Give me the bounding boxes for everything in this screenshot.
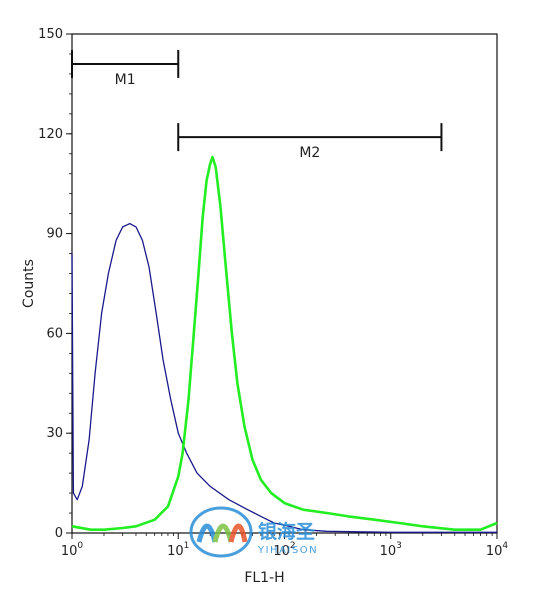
y-tick-label: 30 xyxy=(46,426,63,441)
y-tick-label: 60 xyxy=(46,326,63,341)
x-tick-label: 104 xyxy=(486,541,509,559)
y-tick-label: 120 xyxy=(38,127,63,142)
y-axis-title: Counts xyxy=(21,259,37,308)
y-tick-label: 150 xyxy=(38,27,63,42)
marker-m1: M1 xyxy=(71,49,180,88)
logo-wave-green xyxy=(212,523,234,543)
logo-wave-red xyxy=(228,523,248,543)
logo-ring xyxy=(189,506,253,558)
histogram-series-2 xyxy=(71,155,498,531)
y-tick-label: 0 xyxy=(55,526,63,541)
logo-text-en: YIHAISON xyxy=(257,545,318,556)
histogram-series-1 xyxy=(71,222,497,533)
x-tick-label: 101 xyxy=(167,541,189,559)
logo-text-cn: 银海圣 xyxy=(258,520,316,543)
y-tick-label: 90 xyxy=(46,227,63,242)
marker-m2: M2 xyxy=(177,123,443,161)
x-tick-label: 102 xyxy=(273,541,295,559)
marker-label: M1 xyxy=(115,72,136,88)
x-axis-title: FL1-H xyxy=(244,570,284,586)
x-tick-label: 103 xyxy=(380,541,402,559)
watermark-logo: 银海圣 YIHAISON xyxy=(189,506,318,558)
marker-label: M2 xyxy=(299,145,320,161)
plot-frame xyxy=(71,33,498,534)
x-tick-label: 100 xyxy=(61,541,84,559)
logo-wave-blue xyxy=(196,523,218,543)
